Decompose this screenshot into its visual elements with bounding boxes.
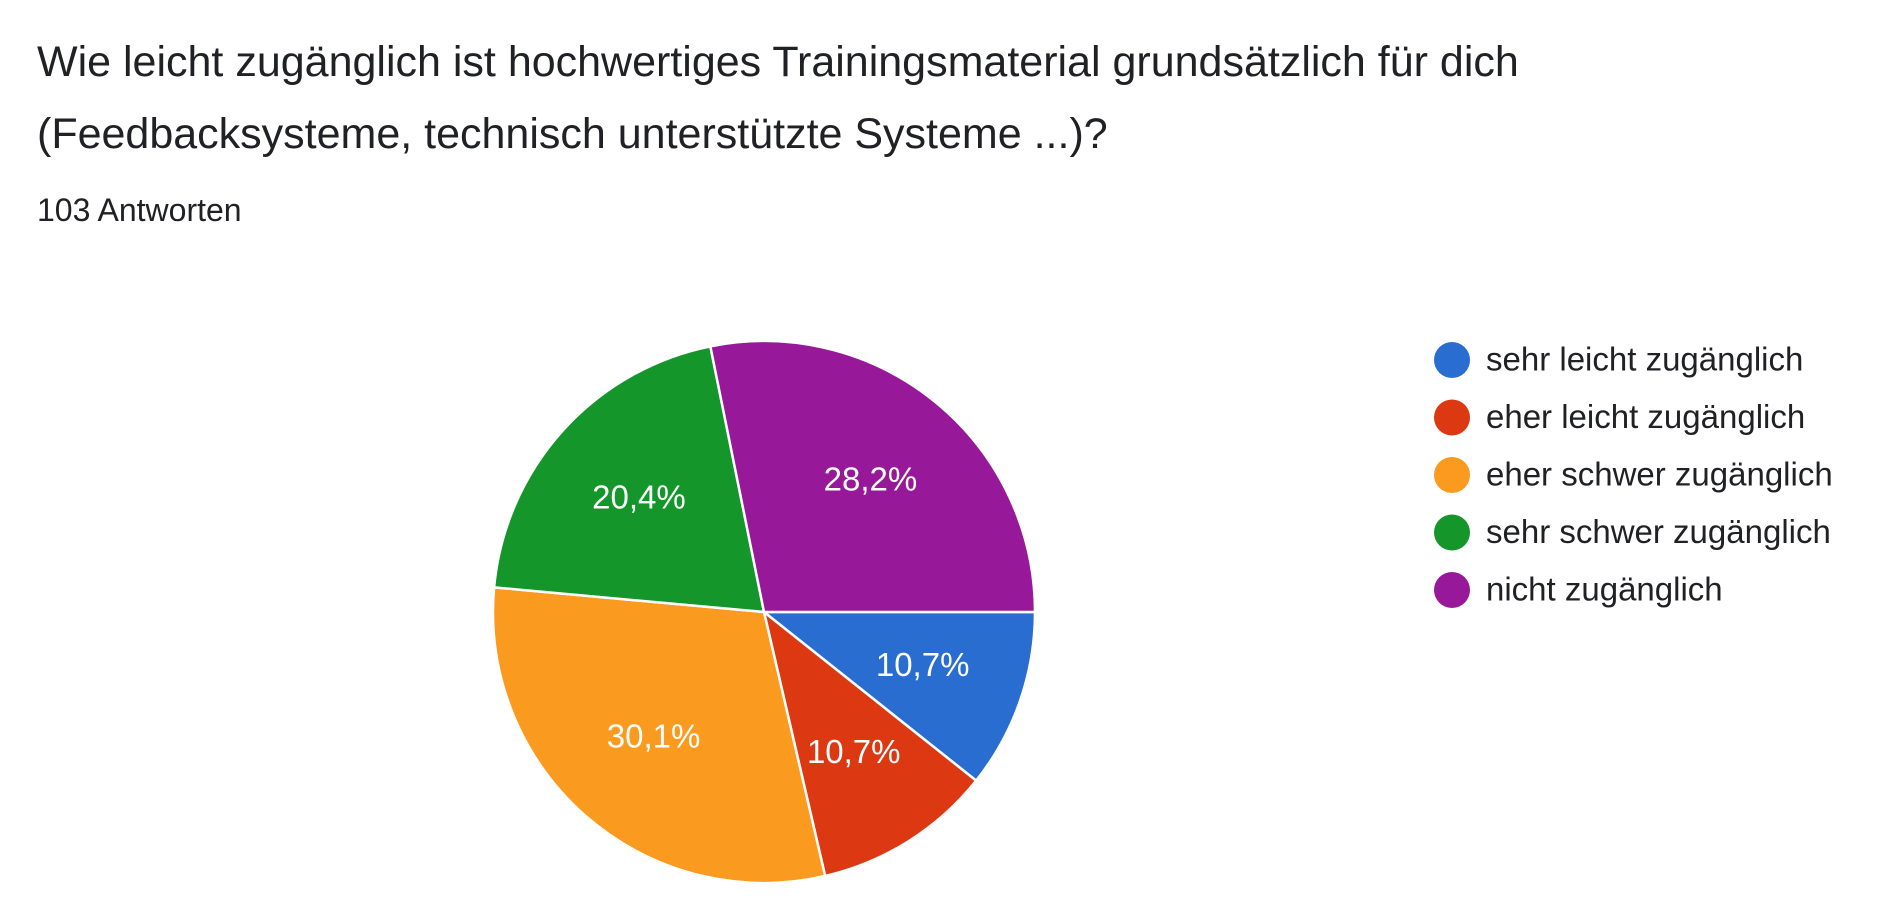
legend-swatch [1434,572,1470,608]
legend-swatch [1434,457,1470,493]
slice-label: 10,7% [876,646,970,683]
slice-label: 20,4% [592,479,686,516]
response-count: 103 Antworten [37,192,242,228]
slice-label: 10,7% [807,733,901,770]
legend-swatch [1434,399,1470,436]
pie-slice [760,610,1037,783]
chart-title: Wie leicht zugänglich ist hochwertiges T… [37,38,1519,158]
legend-label: eher leicht zugänglich [1486,398,1805,435]
pie-slice [492,344,766,614]
pie-slice [761,608,978,878]
slice-label: 28,2% [824,461,918,498]
legend-label: nicht zugänglich [1486,571,1723,608]
legend-label: eher schwer zugänglich [1486,456,1833,493]
pie-slice [491,586,827,885]
pie-slice [708,339,1037,614]
slice-label: 30,1% [607,717,701,754]
legend-label: sehr leicht zugänglich [1486,341,1803,378]
legend-swatch [1434,342,1470,378]
legend-label: sehr schwer zugänglich [1486,513,1831,550]
legend-swatch [1434,514,1470,551]
